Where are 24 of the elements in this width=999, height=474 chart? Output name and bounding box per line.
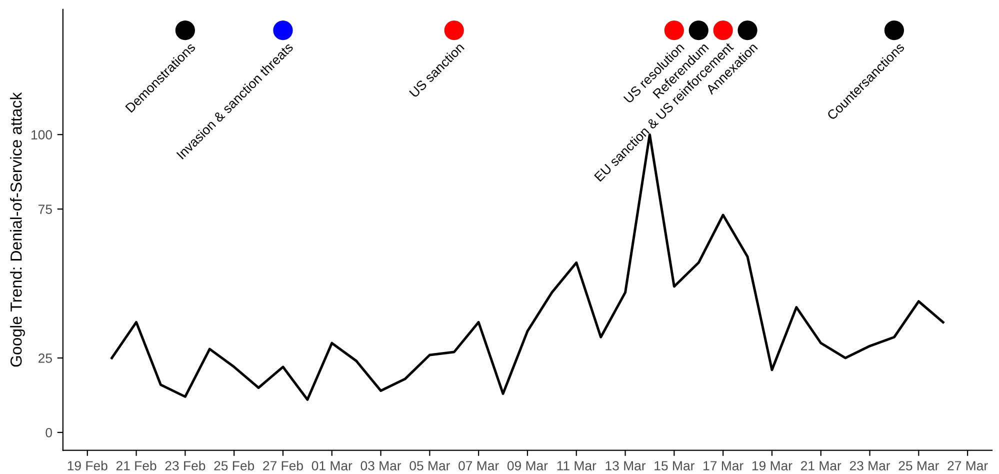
x-tick-label: 25 Mar <box>898 461 939 470</box>
y-tick-label: 25 <box>38 354 52 363</box>
x-tick-label: 07 Mar <box>458 461 499 470</box>
y-tick-label: 75 <box>38 204 52 214</box>
x-tick-label: 01 Mar <box>312 461 352 470</box>
x-tick-label: 09 Mar <box>507 461 548 470</box>
x-tick-label: 27 Mar <box>948 461 988 470</box>
x-tick-label: 15 Mar <box>654 461 694 470</box>
y-axis-title: Google Trend: Denial-of-Service attack <box>10 92 25 367</box>
x-tick-label: 23 Mar <box>850 461 890 470</box>
x-tick-label: 17 Mar <box>704 461 744 470</box>
y-tick-label: 100 <box>32 130 52 140</box>
x-tick-label: 21 Feb <box>116 460 156 470</box>
y-tick-label: 0 <box>46 428 52 438</box>
x-tick-label: 13 Mar <box>606 461 646 470</box>
x-tick-label: 03 Mar <box>360 461 402 470</box>
x-tick-label: 19 Feb <box>68 460 108 470</box>
x-tick-label: 25 Feb <box>214 460 254 470</box>
x-tick-label: 23 Feb <box>165 460 206 470</box>
x-tick-label: 19 Mar <box>752 461 792 470</box>
x-tick-label: 11 Mar <box>557 461 596 470</box>
x-tick-label: 27 Feb <box>263 460 303 470</box>
x-tick-label: 21 Mar <box>800 461 842 470</box>
x-tick-label: 05 Mar <box>410 461 450 470</box>
